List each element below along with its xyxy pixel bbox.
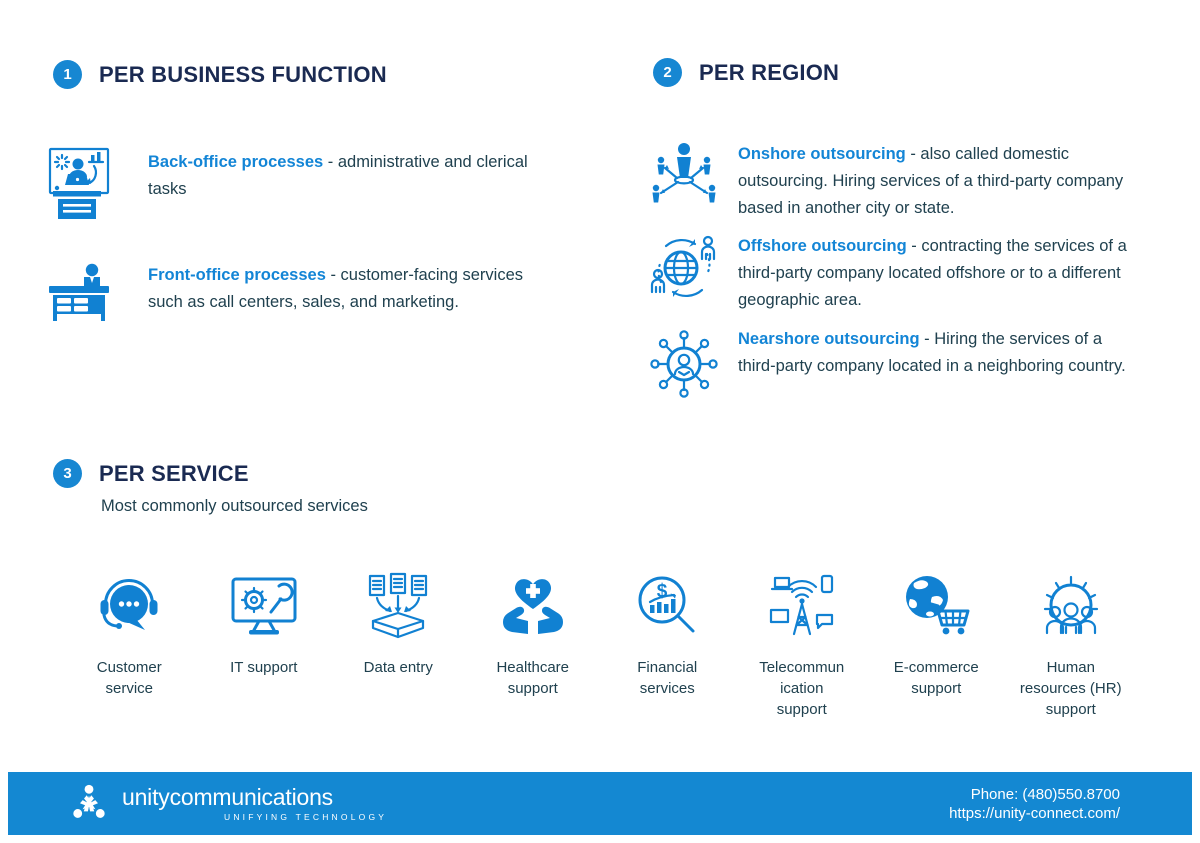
- section-business-title: PER BUSINESS FUNCTION: [99, 61, 387, 87]
- footer-phone: Phone: (480)550.8700: [970, 785, 1120, 803]
- e-commerce-support-icon: [900, 570, 972, 644]
- service-label: E-commerce support: [893, 659, 979, 697]
- data-entry-icon: [362, 570, 434, 644]
- back-office-item: Back-office processes - administrative a…: [148, 149, 554, 203]
- service-label: Telecommunication support: [759, 659, 845, 718]
- brand-tagline: UNIFYING TECHNOLOGY: [224, 812, 388, 822]
- offshore-desc: - contracting the services of a third-pa…: [738, 237, 1127, 309]
- service-it-support: IT support: [197, 570, 332, 720]
- section-number-badge: 2: [653, 58, 682, 87]
- healthcare-support-icon: [497, 570, 569, 644]
- service-telecommunication-support: Telecommunication support: [735, 570, 870, 720]
- financial-services-icon: $: [631, 570, 703, 644]
- service-label: Financial services: [637, 659, 698, 697]
- footer-bar: unitycommunications UNIFYING TECHNOLOGY …: [8, 772, 1192, 835]
- brand-name: unitycommunications: [122, 784, 333, 810]
- front-office-desc: - customer-facing services such as call …: [148, 266, 524, 311]
- front-office-icon: [45, 260, 117, 324]
- service-human-resources: Human resources (HR) support: [1004, 570, 1139, 720]
- service-data-entry: Data entry: [331, 570, 466, 720]
- service-ecommerce-support: E-commerce support: [869, 570, 1004, 720]
- section-region-title: PER REGION: [699, 59, 840, 85]
- section-service-header: 3 PER SERVICE: [53, 459, 249, 488]
- onshore-item: Onshore outsourcing - also called domest…: [738, 141, 1144, 222]
- section-number-badge: 3: [53, 459, 82, 488]
- section-business-header: 1 PER BUSINESS FUNCTION: [53, 60, 387, 89]
- service-financial-services: $ Financial services: [600, 570, 735, 720]
- section-service-subtitle: Most commonly outsourced services: [101, 497, 368, 515]
- back-office-icon: [45, 145, 117, 223]
- section-service-title: PER SERVICE: [99, 460, 249, 486]
- service-customer-service: Customer service: [62, 570, 197, 720]
- onshore-outsourcing-icon: [648, 138, 720, 210]
- nearshore-desc: - Hiring the services of a third-party c…: [738, 330, 1126, 375]
- nearshore-item: Nearshore outsourcing - Hiring the servi…: [738, 326, 1144, 380]
- svg-text:$: $: [657, 581, 668, 602]
- onshore-desc: - also called domestic outsourcing. Hiri…: [738, 145, 1124, 217]
- onshore-term: Onshore outsourcing: [738, 145, 906, 163]
- brand-text: unitycommunications UNIFYING TECHNOLOGY: [122, 785, 387, 822]
- service-label: Data entry: [363, 659, 433, 676]
- customer-service-icon: [93, 570, 165, 644]
- it-support-icon: [228, 570, 300, 644]
- brand-block: unitycommunications UNIFYING TECHNOLOGY: [68, 783, 387, 825]
- services-grid: Customer service: [62, 570, 1138, 720]
- service-label: Customer service: [96, 659, 162, 697]
- nearshore-outsourcing-icon: [648, 328, 720, 400]
- service-label: IT support: [230, 659, 298, 676]
- contact-block: Phone: (480)550.8700 https://unity-conne…: [949, 785, 1120, 823]
- back-office-term: Back-office processes: [148, 153, 324, 171]
- service-label: Healthcare support: [496, 659, 570, 697]
- telecommunication-support-icon: [766, 570, 838, 644]
- section-number-badge: 1: [53, 60, 82, 89]
- back-office-desc: - administrative and clerical tasks: [148, 153, 528, 198]
- offshore-term: Offshore outsourcing: [738, 237, 907, 255]
- service-label: Human resources (HR) support: [1019, 659, 1122, 718]
- nearshore-term: Nearshore outsourcing: [738, 330, 920, 348]
- footer-url[interactable]: https://unity-connect.com/: [949, 804, 1120, 822]
- front-office-item: Front-office processes - customer-facing…: [148, 262, 554, 316]
- front-office-term: Front-office processes: [148, 266, 326, 284]
- unity-communications-logo-icon: [68, 783, 110, 825]
- section-region-header: 2 PER REGION: [653, 58, 839, 87]
- human-resources-icon: [1035, 570, 1107, 644]
- offshore-item: Offshore outsourcing - contracting the s…: [738, 233, 1144, 314]
- offshore-outsourcing-icon: [648, 230, 720, 302]
- service-healthcare-support: Healthcare support: [466, 570, 601, 720]
